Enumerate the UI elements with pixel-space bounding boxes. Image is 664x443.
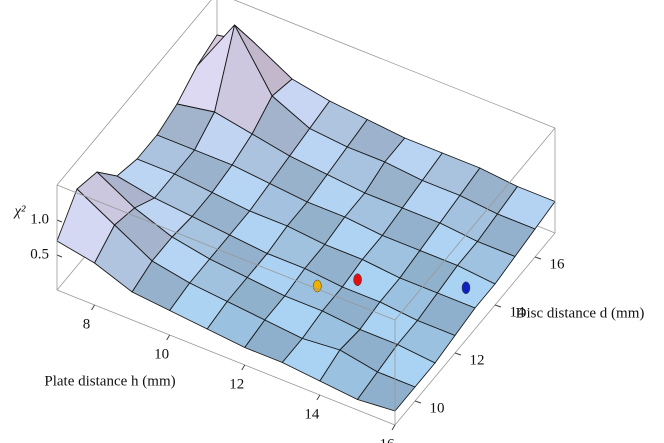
x-tick-label: 8 bbox=[83, 316, 91, 332]
marker bbox=[461, 281, 471, 295]
z-tick bbox=[56, 254, 63, 258]
y-tick bbox=[414, 400, 422, 404]
y-tick-label: 16 bbox=[550, 256, 566, 272]
y-tick bbox=[454, 352, 462, 356]
z-axis-label: χ² bbox=[12, 203, 26, 219]
y-tick bbox=[494, 304, 502, 308]
surface-cell bbox=[356, 371, 416, 412]
marker bbox=[353, 273, 362, 286]
x-tick bbox=[91, 304, 95, 311]
x-tick bbox=[166, 334, 171, 341]
box-edge bbox=[394, 232, 556, 426]
box-edge bbox=[56, 184, 396, 321]
x-tick bbox=[316, 394, 321, 401]
z-tick-label: 0.5 bbox=[30, 246, 49, 262]
y-tick-label: 12 bbox=[470, 352, 485, 368]
z-tick-label: 1.0 bbox=[30, 211, 49, 227]
x-tick bbox=[391, 424, 396, 431]
y-axis-label: Disc distance d (mm) bbox=[516, 305, 645, 321]
box-edge bbox=[56, 0, 212, 186]
z-tick bbox=[56, 219, 63, 223]
x-tick-label: 12 bbox=[229, 376, 244, 392]
box-edge bbox=[56, 289, 396, 426]
y-tick-label: 10 bbox=[430, 400, 445, 416]
x-axis-label: Plate distance h (mm) bbox=[44, 373, 175, 389]
x-tick-label: 16 bbox=[380, 436, 396, 443]
x-tick bbox=[241, 364, 246, 371]
y-tick bbox=[534, 256, 542, 260]
x-tick-label: 14 bbox=[304, 406, 320, 422]
box-edge bbox=[233, 0, 556, 129]
x-tick-label: 10 bbox=[154, 346, 169, 362]
marker bbox=[313, 279, 322, 293]
y-tick-label: 14 bbox=[510, 304, 526, 320]
box-edge bbox=[394, 127, 556, 321]
